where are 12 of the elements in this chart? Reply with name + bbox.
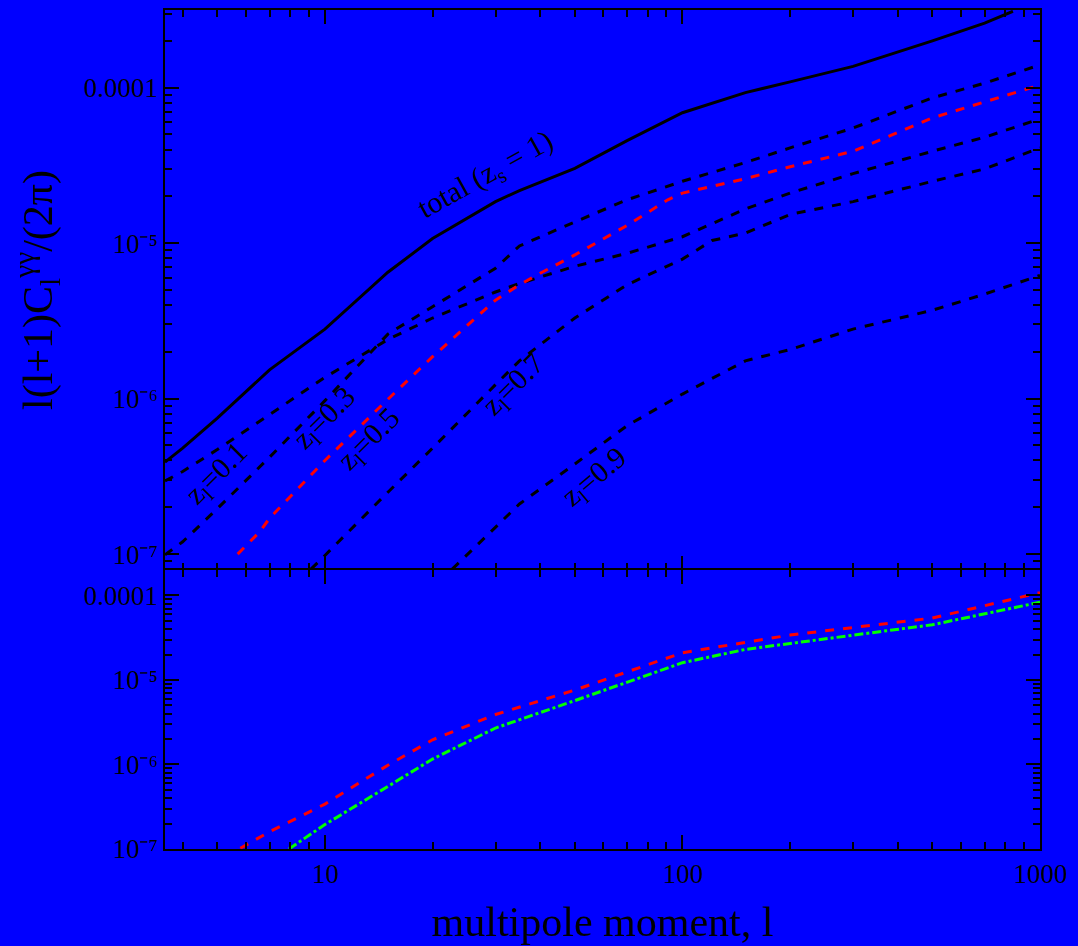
x-axis-title: multipole moment, l (431, 898, 774, 945)
x-tick-label: 10 (311, 859, 339, 890)
y-tick-label: 10⁻⁷ (112, 834, 158, 865)
y-tick-label: 10⁻⁵ (112, 228, 158, 259)
x-tick-label: 1000 (1013, 859, 1067, 890)
y-tick-label: 10⁻⁶ (112, 749, 158, 780)
y-tick-label: 0.0001 (83, 580, 158, 611)
y-tick-label: 10⁻⁷ (112, 539, 158, 570)
y-tick-label: 10⁻⁵ (112, 665, 158, 696)
x-tick-label: 100 (662, 859, 703, 890)
y-tick-label: 10⁻⁶ (112, 384, 158, 415)
y-tick-label: 0.0001 (83, 73, 158, 104)
